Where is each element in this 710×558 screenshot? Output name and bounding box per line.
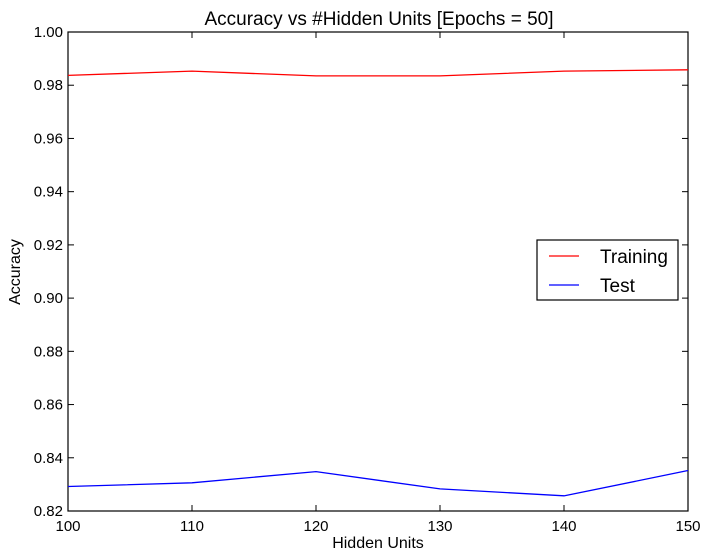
x-tick-label: 130 bbox=[427, 518, 452, 535]
x-axis: 100 110 120 130 140 150 bbox=[55, 32, 701, 535]
x-tick-label: 110 bbox=[180, 518, 204, 535]
y-tick-label: 1.00 bbox=[34, 24, 63, 41]
y-tick-label: 0.90 bbox=[34, 290, 63, 307]
y-tick-label: 0.84 bbox=[34, 450, 63, 467]
series-line-training bbox=[67, 69, 689, 77]
series-line-test bbox=[67, 469, 689, 497]
legend: Training Test bbox=[536, 239, 679, 301]
y-tick-label: 0.88 bbox=[34, 343, 63, 360]
y-axis-label: Accuracy bbox=[7, 239, 24, 305]
legend-label-test: Test bbox=[600, 276, 636, 297]
y-axis: 0.82 0.84 0.86 0.88 0.90 0.92 0.94 0.96 0.98 1.00 bbox=[34, 24, 688, 520]
x-axis-label: Hidden Units bbox=[332, 535, 424, 552]
y-tick-label: 0.86 bbox=[34, 397, 63, 414]
series-lines bbox=[67, 69, 689, 497]
legend-label-training: Training bbox=[600, 247, 668, 268]
y-tick-label: 0.98 bbox=[34, 77, 63, 94]
x-tick-label: 100 bbox=[55, 518, 80, 535]
y-tick-label: 0.94 bbox=[34, 184, 63, 201]
y-tick-label: 0.82 bbox=[34, 503, 63, 520]
x-tick-label: 120 bbox=[303, 518, 328, 535]
legend-box bbox=[536, 239, 679, 301]
y-tick-label: 0.92 bbox=[34, 237, 63, 254]
y-tick-label: 0.96 bbox=[34, 130, 63, 147]
x-tick-label: 140 bbox=[551, 518, 576, 535]
x-tick-label: 150 bbox=[675, 518, 700, 535]
chart-title: Accuracy vs #Hidden Units [Epochs = 50] bbox=[204, 9, 553, 30]
